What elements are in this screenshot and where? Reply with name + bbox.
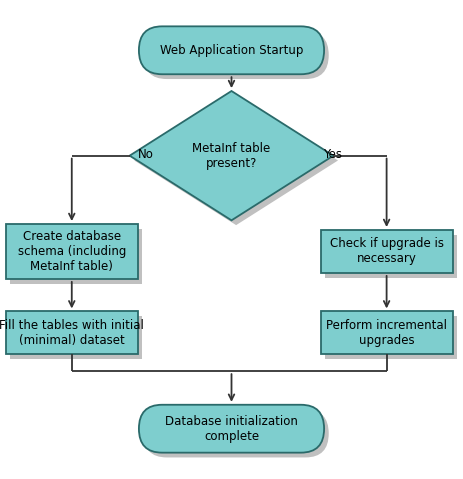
Bar: [6, 224, 138, 279]
FancyBboxPatch shape: [144, 410, 329, 457]
Text: Yes: Yes: [323, 148, 342, 161]
Polygon shape: [134, 96, 338, 225]
Text: Web Application Startup: Web Application Startup: [160, 44, 303, 57]
Polygon shape: [130, 91, 333, 220]
Text: Database initialization
complete: Database initialization complete: [165, 415, 298, 443]
FancyBboxPatch shape: [144, 31, 329, 79]
Bar: [320, 311, 453, 354]
Bar: [6, 311, 138, 354]
Bar: [11, 229, 143, 284]
Text: Perform incremental
upgrades: Perform incremental upgrades: [326, 319, 447, 347]
Text: Check if upgrade is
necessary: Check if upgrade is necessary: [330, 238, 444, 265]
Text: No: No: [138, 148, 154, 161]
FancyBboxPatch shape: [139, 26, 324, 74]
Bar: [325, 235, 457, 278]
Text: MetaInf table
present?: MetaInf table present?: [192, 142, 271, 170]
Text: Fill the tables with initial
(minimal) dataset: Fill the tables with initial (minimal) d…: [0, 319, 144, 347]
Text: Create database
schema (including
MetaInf table): Create database schema (including MetaIn…: [18, 230, 126, 273]
Bar: [325, 316, 457, 359]
Bar: [320, 230, 453, 273]
Bar: [11, 316, 143, 359]
FancyBboxPatch shape: [139, 405, 324, 453]
